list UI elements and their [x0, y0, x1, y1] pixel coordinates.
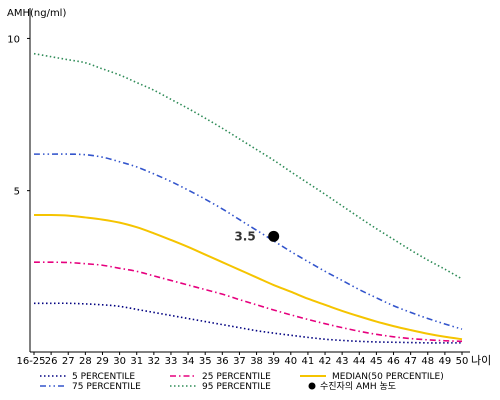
x-tick-label-49: 49 [439, 356, 452, 367]
x-tick-label-30: 30 [113, 356, 126, 367]
x-axis-unit-label: 나이 [471, 354, 491, 367]
series-line-95-percentile [33, 52, 463, 280]
patient-marker-group: 3.5 [234, 229, 280, 243]
legend-label-75-percentile: 75 PERCENTILE [72, 382, 141, 392]
legend-label-25-percentile: 25 PERCENTILE [202, 372, 271, 382]
x-tick-label-31: 31 [130, 356, 143, 367]
x-tick-label-37: 37 [233, 356, 246, 367]
x-tick-label-43: 43 [336, 356, 349, 367]
y-tick-label-10: 10 [7, 34, 20, 45]
series-line-75-percentile [34, 153, 463, 330]
x-tick-label-34: 34 [182, 356, 195, 367]
x-tick-label-41: 41 [302, 356, 315, 367]
x-tick-label-47: 47 [404, 356, 417, 367]
x-tick-label-16-25: 16-25 [16, 356, 45, 367]
patient-marker-label: 3.5 [234, 229, 255, 243]
y-tick-label-5: 5 [14, 187, 20, 198]
series-line-5-percentile [34, 302, 462, 344]
x-tick-label-40: 40 [284, 356, 297, 367]
series-line-25-percentile [33, 261, 463, 343]
x-tick-label-48: 48 [421, 356, 434, 367]
legend: 5 PERCENTILE 25 PERCENTILE MEDIAN(50 PERCE… [40, 372, 444, 392]
legend-label-5-percentile: 5 PERCENTILE [72, 372, 135, 382]
legend-swatch-patient-marker [308, 382, 316, 390]
legend-label-median-50-percentile: MEDIAN(50 PERCENTILE) [332, 372, 444, 382]
x-tick-label-29: 29 [96, 356, 109, 367]
y-ticks: 5 10 [7, 34, 30, 198]
y-axis-label: AMH(ng/ml) [7, 8, 66, 19]
x-tick-label-45: 45 [370, 356, 383, 367]
x-tick-label-44: 44 [353, 356, 366, 367]
x-tick-label-33: 33 [165, 356, 178, 367]
legend-label-patient-marker: 수진자의 AMH 농도 [320, 381, 396, 392]
series-line-median-50-percentile [33, 213, 463, 341]
x-tick-label-38: 38 [250, 356, 263, 367]
x-tick-label-36: 36 [216, 356, 229, 367]
x-tick-label-46: 46 [387, 356, 400, 367]
x-ticks: 16-25 26 27 28 29 30 31 32 33 34 35 36 37 38 39 40 41 42 4… [16, 352, 468, 367]
patient-marker-dot [268, 230, 280, 242]
x-tick-label-26: 26 [45, 356, 58, 367]
x-tick-label-39: 39 [267, 356, 280, 367]
legend-label-95-percentile: 95 PERCENTILE [202, 382, 271, 392]
x-tick-label-32: 32 [147, 356, 160, 367]
x-tick-label-35: 35 [199, 356, 212, 367]
x-tick-label-42: 42 [319, 356, 332, 367]
x-tick-label-50: 50 [456, 356, 469, 367]
x-tick-label-28: 28 [79, 356, 92, 367]
x-tick-label-27: 27 [62, 356, 75, 367]
series-lines [33, 52, 463, 344]
